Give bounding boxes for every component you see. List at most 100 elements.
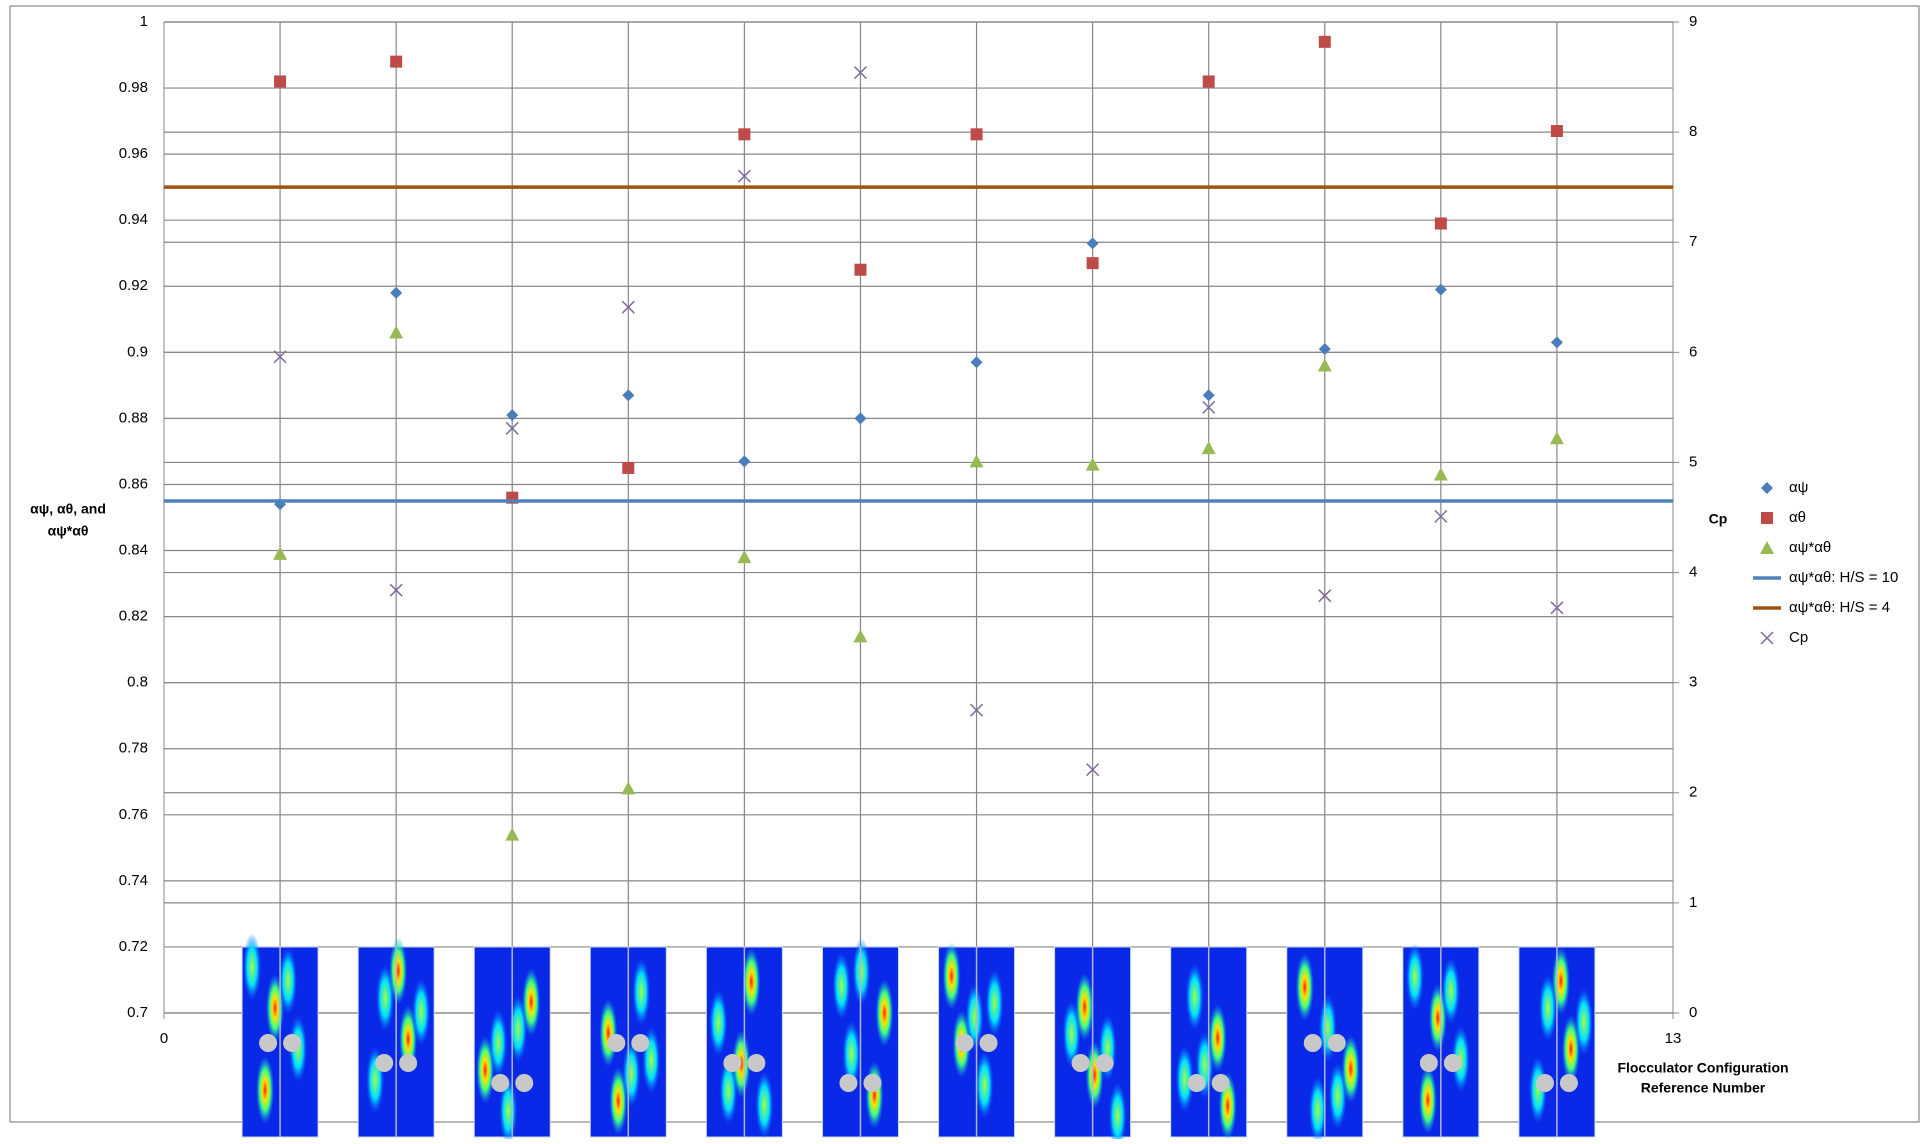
y2-tick-label: 2	[1689, 784, 1697, 801]
thumbnail-obstacle	[979, 1034, 998, 1052]
point	[274, 75, 287, 88]
x-axis-title: Flocculator Configuration	[1617, 1060, 1788, 1076]
point	[969, 454, 984, 468]
y-tick-label: 0.96	[119, 145, 148, 162]
thumbnail-obstacle	[747, 1054, 766, 1072]
point	[622, 389, 635, 402]
thumbnail-flow	[842, 1020, 861, 1088]
thumbnail-flow	[243, 933, 262, 1001]
point	[854, 412, 867, 425]
legend-marker	[1760, 541, 1774, 554]
point	[389, 583, 403, 597]
point	[390, 55, 403, 68]
x-tick-label: 13	[1665, 1030, 1682, 1047]
point	[1434, 283, 1447, 296]
y-tick-label: 0.8	[127, 674, 148, 691]
point	[1086, 257, 1099, 270]
legend-label: αψ*αθ	[1789, 539, 1831, 556]
legend-label: αθ	[1789, 509, 1806, 526]
thumbnail-obstacle	[1187, 1074, 1206, 1092]
point	[1434, 217, 1447, 230]
point	[1318, 35, 1331, 48]
point	[1202, 75, 1215, 88]
thumbnail-flow	[1318, 994, 1337, 1062]
thumbnail-obstacle	[1443, 1054, 1462, 1072]
y2-tick-label: 7	[1689, 233, 1697, 250]
point	[505, 827, 520, 841]
thumbnail-flow	[1075, 973, 1094, 1041]
thumbnail-flow	[985, 969, 1004, 1037]
thumbnail-obstacle	[863, 1074, 882, 1092]
thumbnail-obstacle	[1535, 1074, 1554, 1092]
y-tick-label: 0.84	[119, 542, 148, 559]
thumbnail-obstacle	[631, 1034, 650, 1052]
y-tick-label: 0.98	[119, 79, 148, 96]
thumbnail-obstacle	[1071, 1054, 1090, 1072]
point	[853, 629, 868, 643]
thumbnail-flow	[832, 952, 851, 1020]
thumbnail-obstacle	[1211, 1074, 1230, 1092]
y-tick-label: 0.92	[119, 277, 148, 294]
point	[737, 169, 751, 183]
point	[853, 66, 867, 80]
y-tick-label: 0.94	[119, 211, 148, 228]
y-tick-label: 0.86	[119, 475, 148, 492]
thumbnail-obstacle	[283, 1034, 302, 1052]
y2-tick-label: 8	[1689, 123, 1697, 140]
thumbnail-flow	[1441, 957, 1460, 1025]
legend-marker	[1761, 512, 1773, 524]
legend-label: αψ	[1789, 479, 1808, 496]
point	[1201, 441, 1216, 455]
point	[1549, 431, 1564, 445]
y-axis-title: αψ*αθ	[48, 523, 89, 539]
point	[970, 128, 983, 141]
thumbnail-flow	[489, 1009, 508, 1077]
point	[1318, 343, 1331, 356]
y2-tick-label: 5	[1689, 453, 1697, 470]
thumbnail-obstacle	[491, 1074, 510, 1092]
y-tick-label: 0.76	[119, 806, 148, 823]
point	[970, 356, 983, 369]
point	[1086, 763, 1100, 777]
point	[1085, 457, 1100, 471]
point	[505, 421, 519, 435]
thumbnail-flow	[1341, 1035, 1360, 1103]
thumbnail-flow	[975, 1051, 994, 1119]
thumbnail-obstacle	[1419, 1054, 1438, 1072]
thumbnail-obstacle	[723, 1054, 742, 1072]
thumbnail-obstacle	[399, 1054, 418, 1072]
y-tick-label: 0.82	[119, 608, 148, 625]
y2-tick-label: 1	[1689, 894, 1697, 911]
point	[970, 703, 984, 717]
thumbnail-obstacle	[1559, 1074, 1578, 1092]
legend-label: αψ*αθ: H/S = 4	[1789, 599, 1890, 616]
thumbnail-flow	[279, 947, 298, 1015]
thumbnail-flow	[1405, 943, 1424, 1011]
y2-axis-title: Cp	[1709, 511, 1728, 527]
x-axis-title: Reference Number	[1641, 1080, 1766, 1096]
y2-tick-label: 9	[1689, 13, 1697, 30]
thumbnail-obstacle	[375, 1054, 394, 1072]
thumbnail-flow	[389, 937, 408, 1005]
y2-tick-label: 6	[1689, 343, 1697, 360]
thumbnail-flow	[1528, 1056, 1547, 1124]
thumbnail-flow	[1208, 1004, 1227, 1072]
point	[1550, 601, 1564, 615]
thumbnail-flow	[1551, 947, 1570, 1015]
point	[273, 350, 287, 364]
thumbnail-obstacle	[259, 1034, 278, 1052]
thumbnail-flow	[622, 1040, 641, 1108]
point	[1550, 336, 1563, 349]
thumbnail-flow	[632, 958, 651, 1026]
thumbnail-flow	[1295, 953, 1314, 1021]
thumbnails	[241, 933, 1596, 1144]
point	[621, 300, 635, 314]
y-tick-label: 0.7	[127, 1004, 148, 1021]
thumbnail-flow	[865, 1061, 884, 1129]
thumbnail-flow	[1574, 988, 1593, 1056]
y-tick-label: 0.78	[119, 740, 148, 757]
thumbnail-obstacle	[607, 1034, 626, 1052]
point	[1550, 125, 1563, 138]
thumbnail-obstacle	[839, 1074, 858, 1092]
